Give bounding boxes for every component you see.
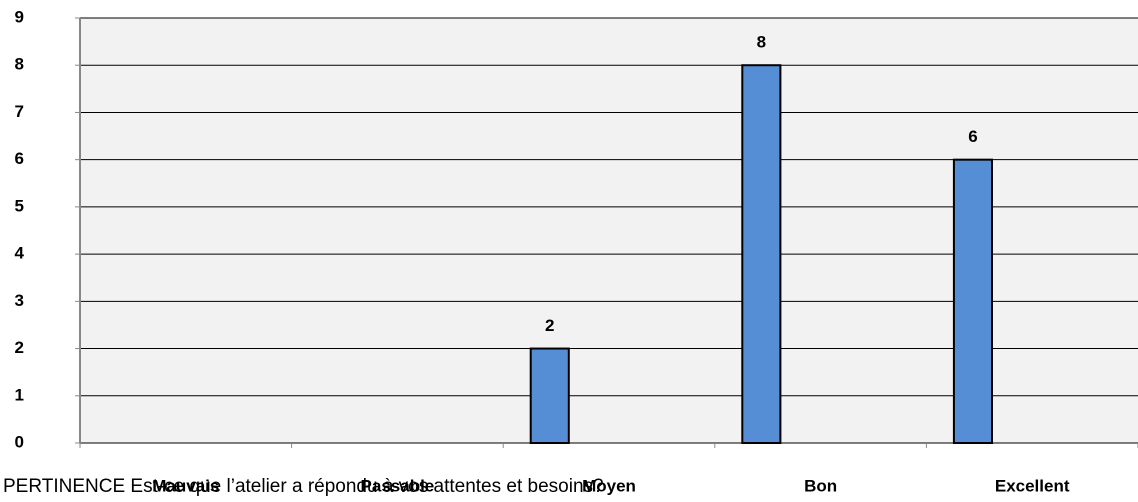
data-label: 8 — [757, 33, 766, 52]
bar — [952, 158, 993, 445]
y-tick-label: 2 — [15, 338, 24, 357]
data-label: 2 — [545, 316, 554, 335]
y-tick-label: 9 — [15, 7, 24, 26]
x-tick-label: Mauvais — [152, 476, 219, 495]
y-tick-label: 5 — [15, 196, 24, 215]
x-tick-label: Moyen — [582, 476, 636, 495]
y-tick-label: 7 — [15, 102, 24, 121]
y-tick-label: 6 — [15, 149, 24, 168]
y-tick-label: 8 — [15, 55, 24, 74]
x-tick-label: Passable — [361, 476, 435, 495]
y-tick-label: 4 — [15, 244, 25, 263]
bar — [741, 64, 782, 444]
y-tick-label: 3 — [15, 291, 24, 310]
bar — [529, 347, 570, 444]
x-tick-label: Excellent — [995, 476, 1070, 495]
chart-title: PERTINENCE Est-ce que l’atelier a répond… — [3, 476, 604, 497]
data-label: 6 — [968, 127, 977, 146]
x-tick-label: Bon — [804, 476, 837, 495]
y-tick-label: 1 — [15, 385, 24, 404]
y-tick-label: 0 — [15, 432, 24, 451]
